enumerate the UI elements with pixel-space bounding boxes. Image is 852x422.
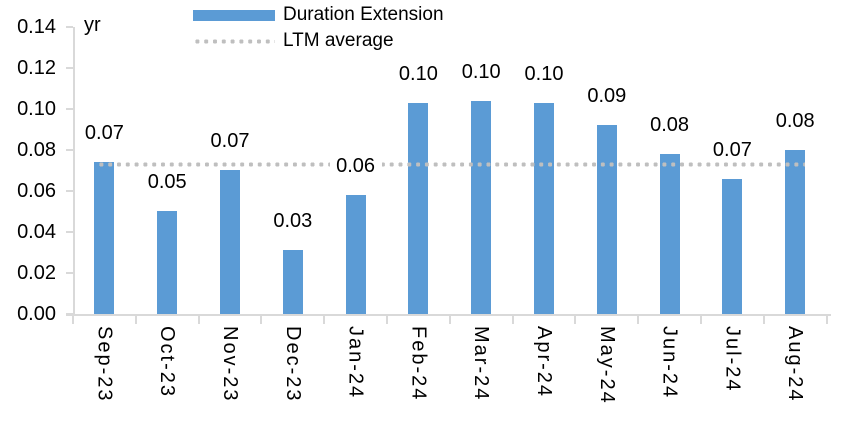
x-tick-mark (260, 316, 263, 324)
y-tick-mark (66, 26, 73, 28)
x-tick-mark (700, 316, 702, 324)
y-tick-label: 0.02 (17, 262, 56, 284)
y-tick-label: 0.10 (17, 98, 56, 120)
x-tick-mark (637, 316, 640, 324)
bar-Feb-24 (408, 103, 429, 314)
x-tick-mark (762, 316, 765, 324)
bar-Jun-24 (659, 154, 680, 314)
bar-value-label-Sep-23: 0.07 (78, 122, 131, 144)
bar-value-label-Oct-23: 0.05 (141, 171, 194, 193)
x-category-label-Oct-23: Oct-23 (156, 326, 179, 399)
bar-value-label-Mar-24: 0.10 (455, 61, 508, 83)
bar-value-label-Aug-24: 0.08 (769, 110, 822, 132)
x-category-label-May-24: May-24 (595, 326, 618, 405)
x-tick-mark (386, 316, 388, 324)
y-tick-label: 0.12 (17, 57, 56, 79)
x-tick-mark (574, 316, 577, 324)
bar-May-24 (596, 125, 617, 314)
x-category-label-Dec-23: Dec-23 (281, 326, 304, 403)
y-tick-mark (66, 67, 73, 69)
legend-entry-duration-extension: Duration Extension (193, 2, 444, 28)
y-tick-label: 0.14 (17, 16, 56, 38)
x-axis-line (66, 314, 831, 316)
y-tick-label: 0.04 (17, 221, 56, 243)
y-tick-mark (66, 149, 73, 151)
y-tick-mark (66, 190, 73, 192)
bar-value-label-Apr-24: 0.10 (518, 63, 570, 85)
bar-value-label-Feb-24: 0.10 (392, 63, 445, 85)
legend-dotted-line-swatch-icon (193, 38, 275, 44)
x-tick-mark (323, 316, 326, 324)
x-tick-mark (134, 316, 137, 324)
y-tick-label: 0.06 (17, 180, 56, 202)
legend-label: LTM average (283, 30, 394, 51)
x-category-label-Jan-24: Jan-24 (344, 326, 367, 400)
y-tick-mark (66, 272, 73, 274)
y-tick-label: 0.00 (17, 303, 56, 325)
x-tick-mark (825, 316, 828, 324)
x-category-label-Aug-24: Aug-24 (784, 326, 807, 403)
x-tick-mark (511, 316, 514, 324)
x-category-label-Nov-23: Nov-23 (219, 326, 241, 403)
x-category-label-Mar-24: Mar-24 (470, 326, 493, 402)
bar-Nov-23 (220, 170, 240, 314)
bar-value-label-May-24: 0.09 (580, 85, 633, 107)
bar-Dec-23 (282, 250, 303, 314)
x-tick-mark (72, 316, 74, 324)
ltm-average-line (97, 161, 806, 167)
y-axis-unit-label: yr (84, 14, 101, 36)
bar-Jul-24 (722, 179, 743, 314)
x-category-label-Apr-24: Apr-24 (533, 326, 555, 399)
bar-Sep-23 (94, 162, 115, 314)
bar-Jan-24 (345, 195, 366, 314)
bar-Oct-23 (157, 211, 178, 314)
bar-Apr-24 (534, 103, 554, 314)
legend-entry-ltm-average: LTM average (193, 28, 444, 54)
chart-legend: Duration Extension LTM average (193, 2, 444, 54)
bar-Mar-24 (471, 101, 492, 314)
bar-value-label-Dec-23: 0.03 (266, 210, 319, 232)
bar-Aug-24 (785, 150, 806, 314)
x-category-label-Jun-24: Jun-24 (658, 326, 681, 400)
x-category-label-Jul-24: Jul-24 (721, 326, 744, 393)
y-tick-label: 0.08 (17, 139, 56, 161)
y-tick-mark (66, 231, 73, 233)
bar-value-label-Nov-23: 0.07 (204, 130, 256, 152)
bar-value-label-Jul-24: 0.07 (706, 139, 759, 161)
bar-value-label-Jun-24: 0.08 (643, 114, 696, 136)
x-category-label-Sep-23: Sep-23 (93, 326, 116, 403)
bar-value-label-Jan-24: 0.06 (329, 155, 382, 177)
y-tick-mark (66, 108, 73, 110)
x-tick-mark (448, 316, 451, 324)
legend-bar-swatch-icon (193, 9, 275, 21)
y-axis-line (73, 27, 75, 314)
legend-label: Duration Extension (283, 4, 444, 25)
x-category-label-Feb-24: Feb-24 (407, 326, 430, 402)
x-tick-mark (197, 316, 200, 324)
